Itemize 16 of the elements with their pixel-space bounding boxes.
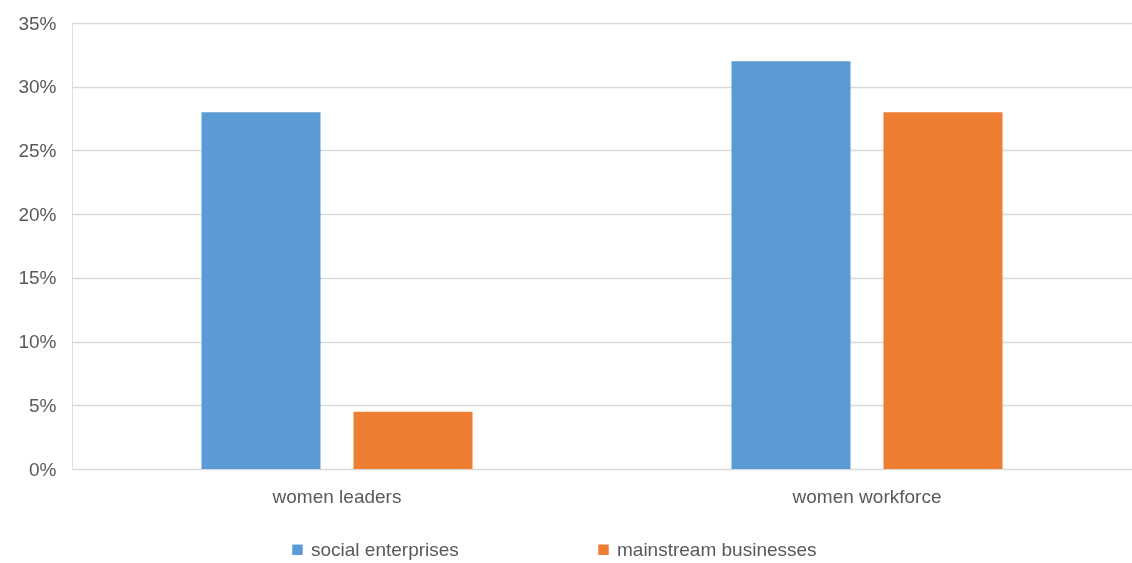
x-tick-label: women workforce: [791, 485, 942, 507]
y-tick-label: 20%: [18, 203, 57, 225]
legend-label: social enterprises: [311, 538, 459, 560]
y-tick-label: 5%: [29, 394, 57, 416]
bar: [731, 61, 851, 469]
y-tick-label: 10%: [18, 331, 57, 353]
legend-label: mainstream businesses: [617, 538, 817, 560]
y-tick-label: 35%: [18, 12, 57, 34]
x-tick-label: women leaders: [271, 485, 402, 507]
y-tick-label: 15%: [18, 267, 57, 289]
bar: [353, 411, 473, 469]
bar: [201, 112, 321, 469]
y-tick-label: 25%: [18, 139, 57, 161]
bar: [883, 112, 1003, 469]
y-tick-label: 30%: [18, 76, 57, 98]
y-tick-label: 0%: [29, 458, 57, 480]
